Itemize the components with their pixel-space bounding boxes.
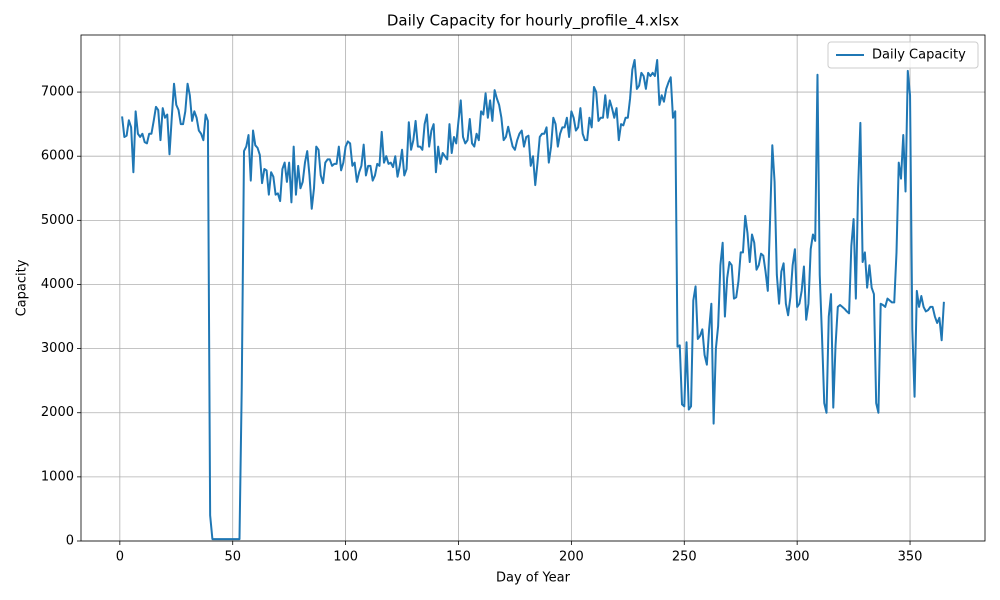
- x-tick-label: 0: [116, 550, 124, 565]
- x-tick-label: 150: [446, 550, 471, 565]
- legend-label: Daily Capacity: [872, 48, 966, 63]
- plot: [121, 59, 945, 541]
- y-tick-label: 1000: [41, 469, 74, 484]
- data-line: [121, 59, 945, 541]
- x-axis-label: Day of Year: [496, 571, 571, 586]
- x-tick-label: 300: [785, 550, 810, 565]
- y-tick-label: 4000: [41, 277, 74, 292]
- chart-title: Daily Capacity for hourly_profile_4.xlsx: [387, 12, 679, 31]
- x-tick-label: 100: [333, 550, 358, 565]
- x-tick-label: 50: [224, 550, 241, 565]
- x-tick-label: 200: [559, 550, 584, 565]
- y-tick-label: 5000: [41, 213, 74, 228]
- x-tick-label: 350: [898, 550, 923, 565]
- y-tick-label: 0: [66, 534, 74, 549]
- y-tick-label: 3000: [41, 341, 74, 356]
- y-tick-label: 7000: [41, 85, 74, 100]
- axes-frame: [80, 34, 986, 542]
- y-axis-label: Capacity: [15, 259, 30, 316]
- y-tick-label: 2000: [41, 405, 74, 420]
- legend-box: [827, 41, 979, 69]
- legend: Daily Capacity: [827, 41, 979, 69]
- x-tick-label: 250: [672, 550, 697, 565]
- y-tick-label: 6000: [41, 149, 74, 164]
